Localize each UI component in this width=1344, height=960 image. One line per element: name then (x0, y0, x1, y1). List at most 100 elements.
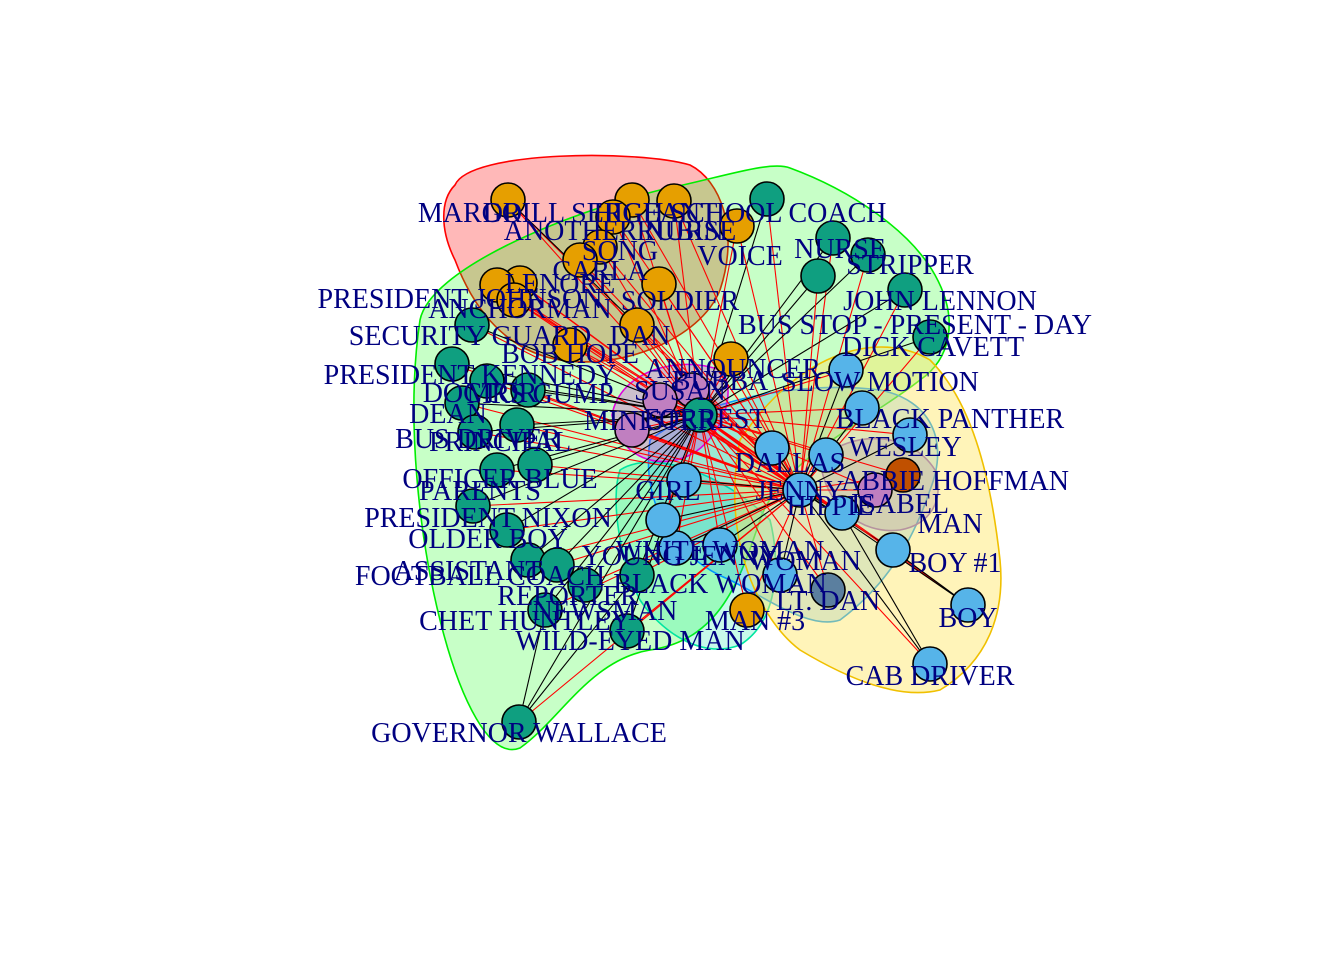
node-label-voice: VOICE (697, 241, 783, 272)
node-label-announcer: ANNOUNCER (645, 354, 821, 385)
edge-jenny-girl (683, 479, 801, 491)
node-high-school-coach (749, 181, 785, 217)
node-label-principal: PRINCIPAL (429, 427, 571, 458)
node-label-governor-wallace: GOVERNOR WALLACE (371, 718, 667, 749)
node-label-anchorman: ANCHORMAN (428, 294, 612, 325)
node-bob-hope (552, 327, 588, 363)
node-label-chet-huntley: CHET HUNTLEY (419, 606, 631, 637)
edge-forrest-lt-dan (699, 414, 829, 591)
node-reporter (567, 567, 603, 603)
edge-jenny-white-woman (662, 489, 801, 521)
edge-forrest-black-panther (699, 407, 863, 416)
node-governor-wallace (501, 704, 537, 740)
edge-cab-driver-man (841, 512, 931, 665)
node-label-football-coach: FOOTBALL COACH (355, 561, 605, 592)
edge-forrest-stripper (699, 254, 869, 416)
edge-forrest-principal (516, 414, 701, 426)
edge-forrest-bus-stop-present-day (699, 275, 819, 416)
node-label-carla: CARLA (553, 256, 649, 287)
node-label-another-nurse: ANOTHER NURSE (504, 216, 737, 247)
node-girl (666, 462, 702, 498)
edge-forrest-assistant (527, 414, 701, 561)
edge-jenny-security-guard (471, 324, 801, 491)
node-label-drill-sergeant: DRILL SERGEANT (483, 198, 718, 229)
node-isabel (857, 472, 893, 508)
edge-forrest-bob-hope (569, 344, 701, 416)
node-label-doctor: DOCTOR (423, 378, 538, 409)
node-label-wild-eyed-man: WILD-EYED MAN (515, 626, 744, 657)
node-john-lennon (887, 272, 923, 308)
node-label-president-nixon: PRESIDENT NIXON (364, 503, 612, 534)
node-soldier (641, 266, 677, 302)
edge-forrest-newsman (636, 414, 701, 576)
node-label-officer-blue: OFFICER BLUE (402, 464, 597, 495)
node-rubin (656, 183, 692, 219)
node-label-woman: WOMAN (749, 546, 861, 577)
edge-jenny-man-3 (746, 489, 801, 611)
node-label-hippie: HIPPIE (786, 491, 873, 522)
node-another-nurse (595, 199, 631, 235)
node-label-soldier: SOLDIER (621, 286, 740, 317)
node-boy (950, 587, 986, 623)
edge-jenny-margo (507, 199, 801, 491)
node-label-young-jenny: YOUNG JENNY (582, 541, 779, 572)
edge-forrest-slow-motion (699, 369, 847, 416)
node-minister (614, 412, 650, 448)
node-label-dan: DAN (610, 321, 671, 352)
node-label-susan: SUSAN (634, 376, 726, 407)
node-parents (517, 447, 553, 483)
node-label-parents: PARENTS (419, 476, 541, 507)
node-label-lt-dan: LT. DAN (776, 586, 880, 617)
edge-jenny-slow-motion (799, 369, 847, 491)
node-cab-driver (912, 646, 948, 682)
node-label-dick-cavett: DICK CAVETT (842, 332, 1024, 363)
node-label-high-school-coach: HIGH SCHOOL COACH (594, 198, 887, 229)
node-black-woman (702, 527, 738, 563)
node-president-nixon (455, 488, 491, 524)
node-bus-driver (457, 414, 493, 450)
node-label-bob-hope: BOB HOPE (501, 339, 639, 370)
edge-jenny-high-school-coach (766, 198, 801, 491)
node-mrs-gump (510, 372, 546, 408)
node-carla (562, 242, 598, 278)
node-stripper (850, 237, 886, 273)
node-anchorman (496, 282, 532, 318)
edge-forrest-abbie-hoffman (699, 414, 904, 476)
node-label-wesley: WESLEY (848, 432, 962, 463)
edge-jenny-young-jenny (675, 489, 801, 549)
node-susan (642, 382, 678, 418)
node-doctor (469, 363, 505, 399)
node-football-coach (539, 547, 575, 583)
node-label-reporter: REPORTER (497, 581, 639, 612)
node-label-stripper: STRIPPER (846, 250, 974, 281)
node-wesley (892, 417, 928, 453)
node-label-newsman: NEWSMAN (533, 596, 678, 627)
edge-forrest-man-3 (699, 414, 748, 611)
node-dick-cavett (912, 319, 948, 355)
node-label-song: SONG (582, 236, 658, 267)
node-label-john-lennon: JOHN LENNON (843, 286, 1037, 317)
edge-forrest-reporter (584, 414, 701, 586)
node-nurse (815, 220, 851, 256)
edge-forrest-wesley (699, 414, 911, 436)
edge-jenny-principal (516, 424, 801, 491)
node-label-slow-motion: SLOW MOTION (781, 367, 979, 398)
node-label-bus-driver: BUS DRIVER (395, 424, 561, 455)
node-label-man-3: MAN #3 (705, 606, 805, 637)
node-label-security-guard: SECURITY GUARD (349, 321, 591, 352)
node-label-lenore: LENORE (505, 269, 615, 300)
node-label-nurse: NURSE (794, 234, 886, 265)
node-security-guard (454, 307, 490, 343)
node-black-panther (844, 390, 880, 426)
node-label-minister: MINISTER (584, 406, 717, 437)
node-announcer (713, 341, 749, 377)
edge-forrest-black-woman (699, 414, 721, 546)
node-label-jenny: JENNY (756, 476, 845, 507)
node-label-older-boy: OLDER BOY (408, 524, 567, 555)
node-voice (719, 208, 755, 244)
node-older-boy (489, 512, 525, 548)
edge-forrest-football-coach (556, 414, 701, 566)
node-chet-huntley (527, 592, 563, 628)
